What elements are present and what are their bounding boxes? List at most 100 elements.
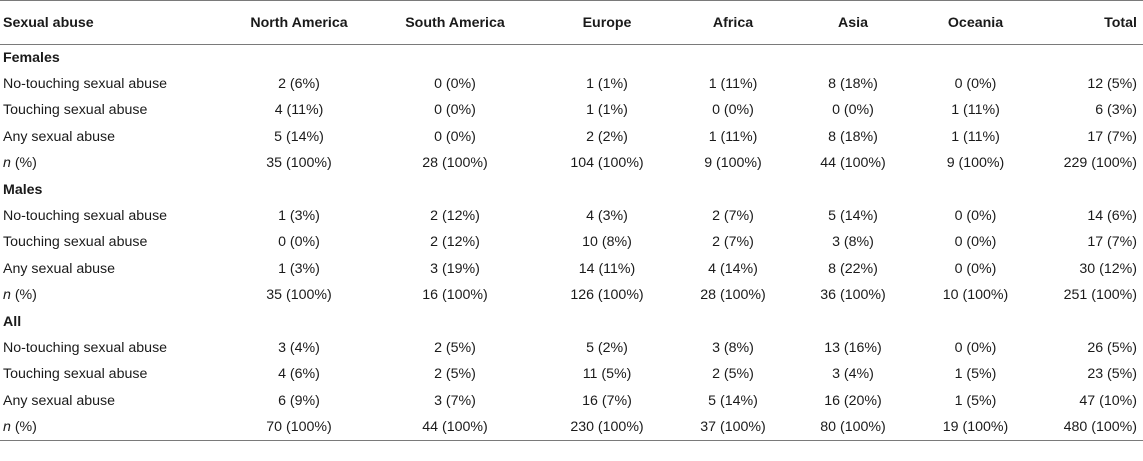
table-body: Females No-touching sexual abuse 2 (6%) 0 (… bbox=[0, 45, 1143, 441]
group-label: All bbox=[3, 313, 22, 330]
column-header-africa: Africa bbox=[677, 0, 789, 45]
table-cell: 0 (0%) bbox=[954, 260, 997, 277]
table-cell: 230 (100%) bbox=[537, 413, 677, 441]
table-cell: 4 (3%) bbox=[586, 208, 628, 225]
table-cell: 1 (5%) bbox=[954, 392, 997, 409]
table-cell: 2 (5%) bbox=[712, 366, 754, 383]
table-cell: 1 (1%) bbox=[586, 102, 628, 119]
table-row: n (%) 70 (100%) 44 (100%) 230 (100%) 37 (100… bbox=[0, 413, 1143, 441]
group-label: Females bbox=[3, 49, 60, 66]
table-cell: 44 (100%) bbox=[373, 413, 537, 441]
table-cell: 5 (14%) bbox=[274, 128, 324, 145]
table-cell: 0 (0%) bbox=[434, 102, 476, 119]
table-cell: 4 (6%) bbox=[278, 366, 320, 383]
table-cell: 3 (19%) bbox=[430, 260, 480, 277]
table-cell: 2 (2%) bbox=[586, 128, 628, 145]
table-cell: 3 (8%) bbox=[712, 339, 754, 356]
table-cell: 8 (22%) bbox=[828, 260, 878, 277]
column-header-asia: Asia bbox=[789, 0, 917, 45]
table-cell: 5 (2%) bbox=[586, 339, 628, 356]
row-label: Touching sexual abuse bbox=[3, 102, 148, 119]
row-label-n: n bbox=[3, 287, 11, 304]
table-cell: 3 (8%) bbox=[832, 234, 874, 251]
group-row: Males bbox=[0, 176, 1143, 202]
table-cell: 16 (7%) bbox=[582, 392, 632, 409]
table-cell: 35 (100%) bbox=[266, 287, 332, 304]
table-cell: 5 (14%) bbox=[828, 208, 878, 225]
table-row: Any sexual abuse 1 (3%) 3 (19%) 14 (11%) 4 (… bbox=[0, 256, 1143, 282]
table-cell: 10 (100%) bbox=[942, 287, 1009, 304]
table-cell: 4 (14%) bbox=[708, 260, 758, 277]
table-cell: 0 (0%) bbox=[434, 76, 476, 93]
table-cell: 2 (5%) bbox=[434, 366, 476, 383]
table-cell: 1 (3%) bbox=[278, 260, 320, 277]
table-cell: 1 (1%) bbox=[586, 76, 628, 93]
group-label: Males bbox=[3, 181, 43, 198]
row-label: No-touching sexual abuse bbox=[3, 208, 168, 225]
column-header-oceania: Oceania bbox=[917, 0, 1034, 45]
table-cell: 2 (12%) bbox=[430, 208, 480, 225]
table-cell: 0 (0%) bbox=[954, 234, 997, 251]
table-cell: 17 (7%) bbox=[1087, 128, 1137, 145]
table-cell: 0 (0%) bbox=[712, 102, 754, 119]
table-cell: 44 (100%) bbox=[820, 155, 886, 172]
table-cell: 19 (100%) bbox=[917, 413, 1034, 441]
table-row: n (%) 35 (100%) 28 (100%) 104 (100%) 9 (100%… bbox=[0, 150, 1143, 176]
table-row: Touching sexual abuse 4 (11%) 0 (0%) 1 (1%)… bbox=[0, 97, 1143, 123]
table-cell: 13 (16%) bbox=[824, 339, 882, 356]
table-cell: 2 (7%) bbox=[712, 208, 754, 225]
table-cell: 9 (100%) bbox=[946, 155, 1005, 172]
table-cell: 16 (100%) bbox=[422, 287, 488, 304]
table-cell: 11 (5%) bbox=[582, 366, 632, 383]
row-label-percent: (%) bbox=[10, 287, 37, 304]
table-cell: 1 (11%) bbox=[708, 128, 758, 145]
table-cell: 1 (11%) bbox=[951, 128, 1000, 145]
table-cell: 8 (18%) bbox=[828, 76, 878, 93]
table-cell: 3 (4%) bbox=[832, 366, 874, 383]
table-cell: 126 (100%) bbox=[570, 287, 644, 304]
group-row: Females bbox=[0, 45, 1143, 71]
row-label: Any sexual abuse bbox=[3, 128, 115, 145]
table-cell: 6 (9%) bbox=[278, 392, 320, 409]
table-cell: 229 (100%) bbox=[1063, 155, 1137, 172]
row-label: Touching sexual abuse bbox=[3, 366, 148, 383]
table-cell: 1 (3%) bbox=[278, 208, 320, 225]
table-header: Sexual abuse North America South America… bbox=[0, 0, 1143, 45]
table-cell: 2 (5%) bbox=[434, 339, 476, 356]
table-row: No-touching sexual abuse 3 (4%) 2 (5%) 5 (2… bbox=[0, 335, 1143, 361]
table-cell: 14 (6%) bbox=[1087, 208, 1137, 225]
table-cell: 80 (100%) bbox=[789, 413, 917, 441]
table-cell: 0 (0%) bbox=[954, 208, 997, 225]
table-cell: 2 (7%) bbox=[712, 234, 754, 251]
sexual-abuse-table: Sexual abuse North America South America… bbox=[0, 0, 1143, 441]
row-label-percent: (%) bbox=[10, 155, 37, 172]
table-row: No-touching sexual abuse 1 (3%) 2 (12%) 4 (… bbox=[0, 203, 1143, 229]
table-row: No-touching sexual abuse 2 (6%) 0 (0%) 1 (1… bbox=[0, 71, 1143, 97]
row-label: No-touching sexual abuse bbox=[3, 339, 168, 356]
table-cell: 0 (0%) bbox=[278, 234, 320, 251]
column-header-europe: Europe bbox=[537, 0, 677, 45]
table-cell: 0 (0%) bbox=[954, 76, 997, 93]
table-cell: 23 (5%) bbox=[1087, 366, 1137, 383]
row-label-percent: (%) bbox=[10, 418, 37, 435]
table-cell: 37 (100%) bbox=[677, 413, 789, 441]
group-row: All bbox=[0, 308, 1143, 334]
column-header-south-america: South America bbox=[373, 0, 537, 45]
table-row: n (%) 35 (100%) 16 (100%) 126 (100%) 28 (100… bbox=[0, 282, 1143, 308]
row-label: n (%) bbox=[0, 282, 225, 308]
table-cell: 35 (100%) bbox=[266, 155, 332, 172]
column-header-total: Total bbox=[1034, 0, 1143, 45]
table-cell: 28 (100%) bbox=[700, 287, 766, 304]
table-cell: 0 (0%) bbox=[954, 339, 997, 356]
table-row: Touching sexual abuse 0 (0%) 2 (12%) 10 (8%… bbox=[0, 229, 1143, 255]
table-cell: 26 (5%) bbox=[1087, 339, 1137, 356]
table-cell: 480 (100%) bbox=[1034, 413, 1143, 441]
table-cell: 17 (7%) bbox=[1087, 234, 1137, 251]
table-cell: 12 (5%) bbox=[1087, 76, 1137, 93]
row-label: n (%) bbox=[0, 413, 225, 441]
table-cell: 0 (0%) bbox=[832, 102, 874, 119]
table-cell: 1 (11%) bbox=[951, 102, 1000, 119]
table-row: Touching sexual abuse 4 (6%) 2 (5%) 11 (5%)… bbox=[0, 361, 1143, 387]
row-label: n (%) bbox=[0, 150, 225, 176]
table-cell: 28 (100%) bbox=[422, 155, 488, 172]
